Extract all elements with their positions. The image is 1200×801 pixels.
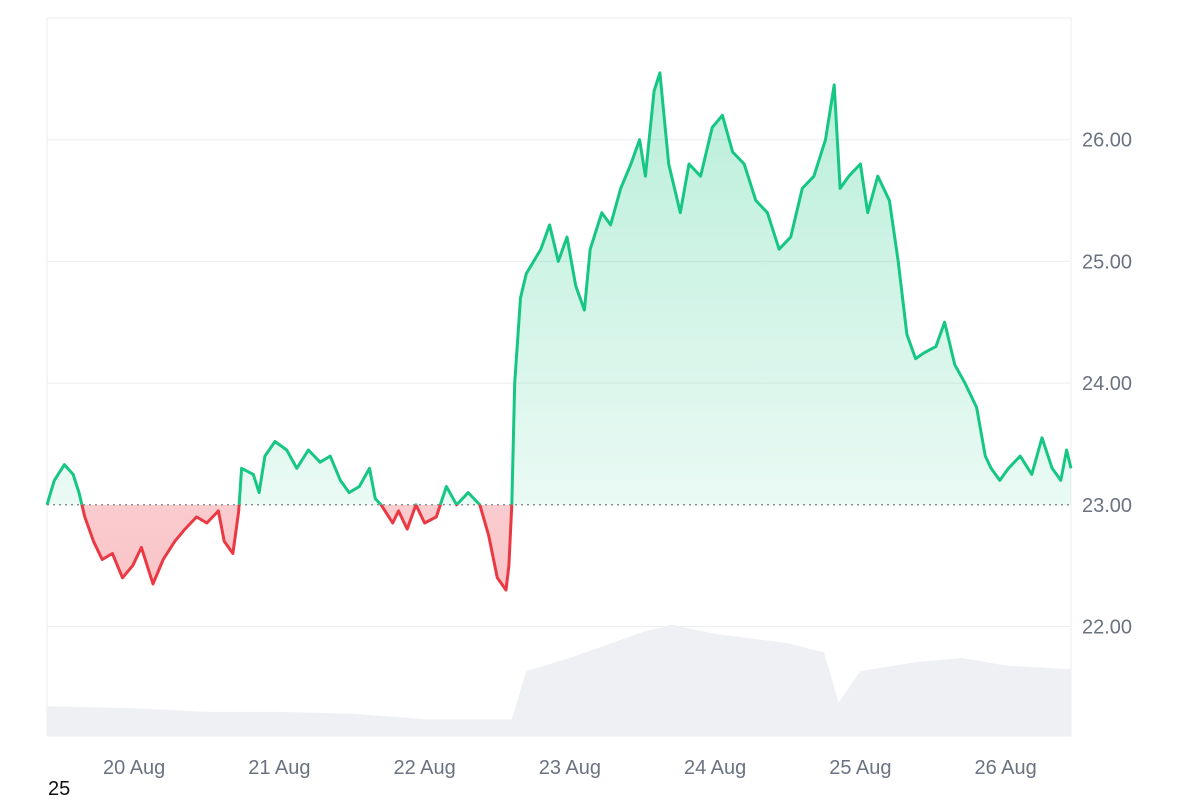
x-tick-label: 22 Aug [393, 757, 455, 779]
x-tick-label: 25 Aug [829, 757, 891, 779]
x-tick-label: 21 Aug [248, 757, 310, 779]
price-line-above [45, 71, 1073, 505]
y-tick-label: 25.00 [1082, 251, 1132, 273]
y-tick-label: 26.00 [1082, 130, 1132, 152]
x-tick-label: 24 Aug [684, 757, 746, 779]
corner-label: 25 [48, 778, 71, 800]
y-tick-label: 24.00 [1082, 373, 1132, 395]
y-tick-label: 22.00 [1082, 616, 1132, 638]
y-tick-label: 23.00 [1082, 495, 1132, 517]
x-axis: 20 Aug 21 Aug 22 Aug 23 Aug 24 Aug 25 Aug 26 A… [103, 757, 1037, 779]
y-axis: 22.00 23.00 24.00 25.00 26.00 [1082, 130, 1132, 639]
x-tick-label: 23 Aug [539, 757, 601, 779]
area-below-baseline [47, 504, 1071, 590]
price-line-below [46, 504, 514, 592]
x-tick-label: 20 Aug [103, 757, 165, 779]
x-tick-label: 26 Aug [974, 757, 1036, 779]
volume-area [47, 624, 1071, 736]
area-above-baseline [47, 72, 1071, 505]
